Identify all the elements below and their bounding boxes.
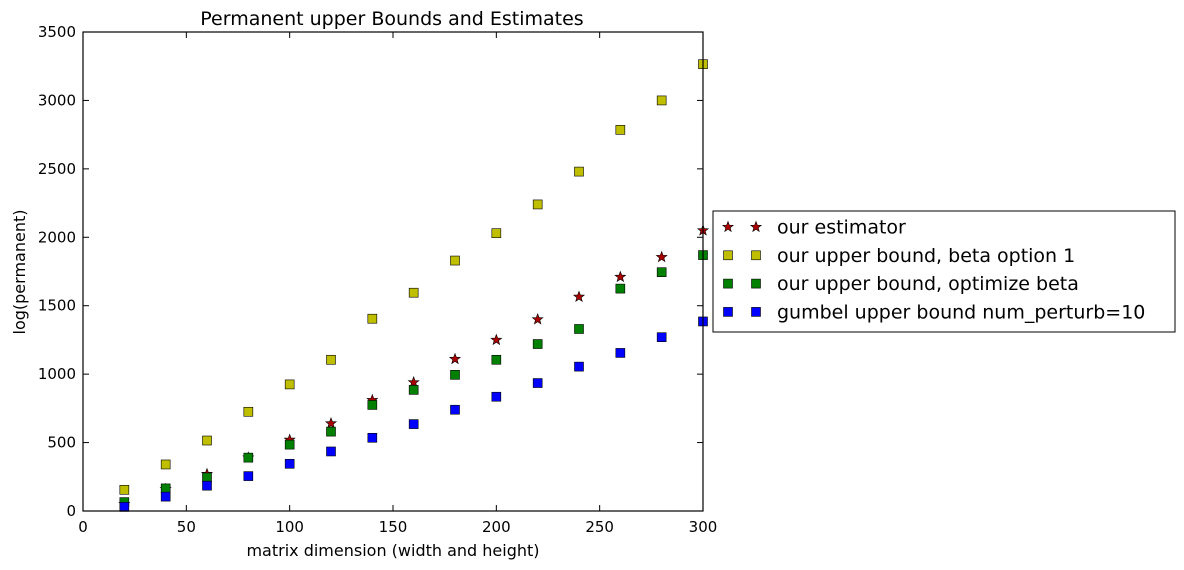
legend-box [712, 210, 1176, 333]
data-point [656, 267, 667, 277]
data-point [656, 332, 667, 342]
data-point [326, 446, 336, 457]
x-tick-label: 0 [78, 518, 88, 536]
data-point [532, 199, 543, 210]
data-point [615, 283, 626, 294]
legend-item: our estimator [721, 217, 906, 239]
x-axis-label: matrix dimension (width and height) [246, 541, 539, 560]
data-point [656, 95, 667, 106]
data-point [284, 458, 295, 469]
plot-frame [82, 31, 704, 512]
data-point [532, 378, 543, 388]
data-point [243, 406, 254, 417]
x-tick-label: 150 [379, 518, 408, 536]
data-point [367, 432, 378, 443]
legend-marker [749, 220, 763, 233]
series-1 [119, 59, 708, 495]
legend-marker [721, 220, 735, 233]
data-point [574, 166, 584, 177]
y-axis: 0 500 1000 1500 2000 2500 3000 3500 [38, 23, 703, 520]
x-tick-label: 250 [585, 518, 614, 536]
data-point [284, 439, 295, 450]
data-point [202, 480, 212, 491]
y-tick-label: 3000 [38, 91, 76, 109]
legend: our estimator our upper bound, beta optio… [712, 210, 1176, 333]
data-point [160, 491, 171, 502]
data-point [202, 435, 212, 446]
data-point [574, 361, 584, 372]
data-point [408, 419, 419, 429]
plot-area [118, 59, 710, 512]
y-tick-label: 0 [66, 502, 76, 520]
series-3 [119, 316, 708, 512]
data-point [367, 400, 378, 410]
series-0 [118, 224, 710, 510]
legend-marker [751, 278, 761, 289]
x-tick-label: 200 [482, 518, 511, 536]
data-point [119, 502, 130, 512]
data-point [324, 417, 338, 429]
data-point [614, 270, 627, 283]
chart-title: Permanent upper Bounds and Estimates [200, 8, 583, 30]
legend-label: our estimator [777, 217, 906, 239]
data-point [491, 354, 502, 365]
data-point [160, 483, 171, 494]
data-point [243, 452, 254, 463]
data-point [326, 426, 336, 437]
data-point [448, 352, 462, 365]
legend-label: our upper bound, beta option 1 [777, 245, 1075, 267]
data-point [119, 484, 130, 495]
data-point [408, 385, 419, 395]
legend-marker [723, 250, 733, 261]
legend-marker [751, 307, 761, 317]
data-point [531, 313, 544, 325]
data-point [572, 290, 586, 302]
y-tick-label: 2500 [38, 160, 76, 178]
x-tick-label: 300 [689, 518, 718, 536]
data-point [532, 339, 543, 349]
data-point [326, 354, 336, 365]
x-axis: 0 50 100 150 200 250 300 [78, 32, 717, 536]
data-point [491, 391, 502, 402]
data-point [450, 370, 460, 380]
data-point [284, 379, 295, 390]
data-point [655, 250, 668, 263]
x-tick-label: 100 [275, 518, 304, 536]
legend-item: gumbel upper bound num_perturb=10 [723, 301, 1145, 323]
legend-label: our upper bound, optimize beta [777, 273, 1079, 295]
y-tick-label: 500 [47, 434, 76, 452]
data-point [450, 255, 460, 266]
data-point [574, 324, 584, 334]
data-point [243, 471, 254, 481]
y-axis-label: log(permanent) [10, 210, 29, 335]
x-tick-label: 50 [177, 518, 196, 536]
data-point [202, 472, 212, 483]
y-tick-label: 3500 [38, 23, 76, 41]
data-point [367, 313, 378, 324]
legend-item: our upper bound, beta option 1 [723, 245, 1075, 267]
data-point [490, 333, 503, 346]
y-tick-label: 1500 [38, 297, 76, 315]
y-tick-label: 1000 [38, 365, 76, 383]
data-point [450, 404, 460, 415]
data-point [615, 348, 626, 358]
y-tick-label: 2000 [38, 228, 76, 246]
data-point [407, 375, 420, 388]
data-point [408, 287, 419, 298]
legend-marker [751, 250, 761, 261]
legend-label: gumbel upper bound num_perturb=10 [777, 301, 1145, 323]
legend-marker [723, 278, 733, 289]
data-point [160, 459, 171, 470]
legend-marker [723, 307, 733, 317]
data-point [615, 125, 626, 135]
legend-item: our upper bound, optimize beta [723, 273, 1079, 295]
data-point [491, 228, 502, 238]
